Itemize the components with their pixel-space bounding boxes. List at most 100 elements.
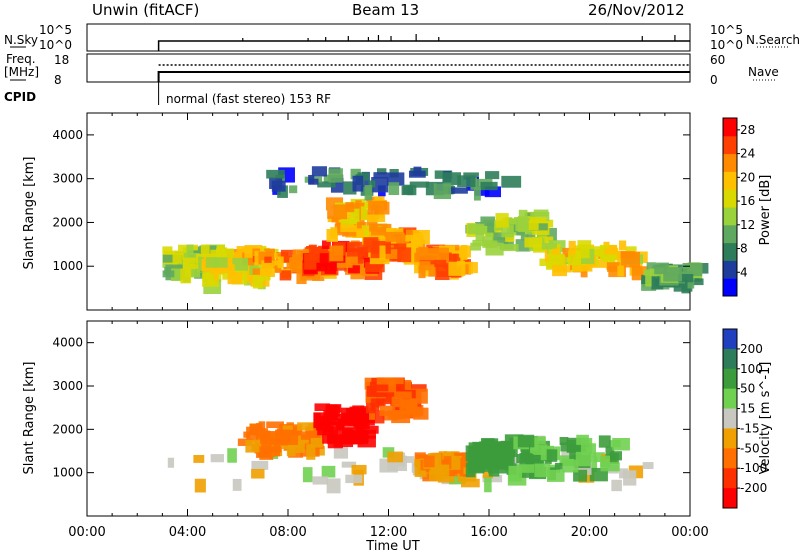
echo-cell: [642, 462, 654, 469]
echo-cell: [470, 242, 482, 251]
echo-cell: [607, 262, 620, 272]
velocity-colorbar-segment: [723, 388, 737, 410]
echo-cell: [277, 185, 288, 198]
freq-tick-high: 18: [54, 53, 69, 67]
echo-cell: [365, 391, 376, 403]
echo-cell: [207, 273, 215, 285]
echo-cell: [375, 410, 385, 424]
nave-label: Nave: [748, 65, 779, 79]
echo-cell: [194, 266, 207, 279]
echo-cell: [228, 264, 235, 276]
echo-cell: [365, 262, 385, 273]
echo-cell: [484, 186, 502, 198]
echo-cell: [375, 392, 386, 407]
echo-cell: [193, 454, 205, 463]
power-colorbar-segment: [723, 207, 737, 226]
echo-cell: [266, 169, 285, 179]
echo-cell: [546, 449, 558, 462]
echo-cell: [473, 187, 481, 201]
y-tick-label: 4000: [52, 336, 83, 350]
echo-cell: [458, 245, 471, 258]
echo-cell: [645, 274, 652, 287]
echo-cell: [430, 464, 449, 476]
echo-cell: [387, 410, 406, 420]
echo-cell: [167, 457, 175, 468]
echo-cell: [484, 477, 492, 493]
velocity-colorbar-tick-label: -50: [740, 441, 760, 455]
power-colorbar-tick-label: 8: [740, 242, 748, 256]
power-colorbar-tick-label: 16: [740, 194, 755, 208]
echo-cell: [328, 168, 343, 183]
echo-cell: [600, 462, 620, 472]
echo-cell: [517, 434, 535, 448]
freq-label-2: [MHz]: [4, 65, 39, 79]
echo-cell: [352, 437, 368, 445]
echo-cell: [369, 407, 376, 420]
echo-cell: [289, 257, 305, 270]
echo-cell: [251, 460, 269, 470]
echo-cell: [552, 248, 560, 255]
echo-cell: [350, 168, 361, 180]
echo-cell: [324, 425, 334, 432]
echo-cell: [345, 407, 365, 420]
echo-cell: [487, 222, 495, 233]
echo-cell: [265, 431, 280, 441]
echo-cell: [593, 452, 605, 463]
beam-label: Beam 13: [352, 1, 419, 19]
echo-cell: [200, 244, 210, 257]
echo-cell: [245, 439, 262, 453]
echo-cell: [387, 451, 404, 463]
echo-cell: [289, 185, 298, 194]
echo-cell: [170, 268, 181, 282]
echo-cell: [580, 265, 588, 278]
x-tick-label: 12:00: [370, 525, 407, 540]
echo-cell: [355, 417, 368, 427]
echo-cell: [194, 478, 206, 493]
echo-cell: [448, 475, 466, 485]
echo-cell: [304, 253, 317, 270]
nave-tick-high: 60: [710, 53, 725, 67]
echo-cell: [252, 268, 260, 275]
echo-cell: [434, 247, 449, 264]
echo-cell: [529, 444, 548, 455]
echo-cell: [333, 447, 349, 459]
echo-cell: [421, 265, 436, 277]
echo-cell: [277, 256, 284, 269]
echo-cell: [349, 208, 360, 225]
echo-cell: [654, 266, 667, 275]
echo-cell: [371, 177, 389, 193]
y-tick-label: 1000: [52, 259, 83, 273]
echo-cell: [325, 412, 336, 426]
date-label: 26/Nov/2012: [588, 1, 685, 19]
echo-cell: [482, 463, 492, 472]
echo-cell: [345, 252, 358, 264]
echo-cell: [308, 178, 319, 185]
echo-cell: [605, 446, 615, 459]
echo-cell: [327, 429, 338, 444]
echo-cell: [678, 274, 694, 283]
echo-cell: [162, 270, 175, 278]
echo-cell: [573, 469, 588, 482]
echo-cell: [363, 237, 379, 253]
echo-cell: [472, 239, 492, 247]
echo-cell: [271, 252, 284, 259]
velocity-colorbar-tick-label: -15: [740, 421, 760, 435]
echo-cell: [397, 247, 412, 263]
echo-cell: [353, 228, 372, 238]
echo-cell: [352, 175, 364, 192]
xlabel: Time UT: [365, 539, 419, 554]
echo-cell: [341, 427, 361, 438]
echo-cell: [528, 220, 539, 230]
echo-cell: [314, 403, 331, 411]
cpid-label: CPID: [4, 90, 36, 104]
velocity-colorbar-frame: [722, 328, 738, 509]
echo-cell: [306, 444, 316, 460]
echo-cell: [316, 264, 328, 272]
echo-cell: [213, 257, 228, 268]
echo-cell: [367, 214, 386, 223]
echo-cell: [389, 378, 404, 385]
echo-cell: [394, 391, 412, 399]
echo-cell: [415, 248, 436, 261]
echo-cell: [480, 181, 498, 191]
